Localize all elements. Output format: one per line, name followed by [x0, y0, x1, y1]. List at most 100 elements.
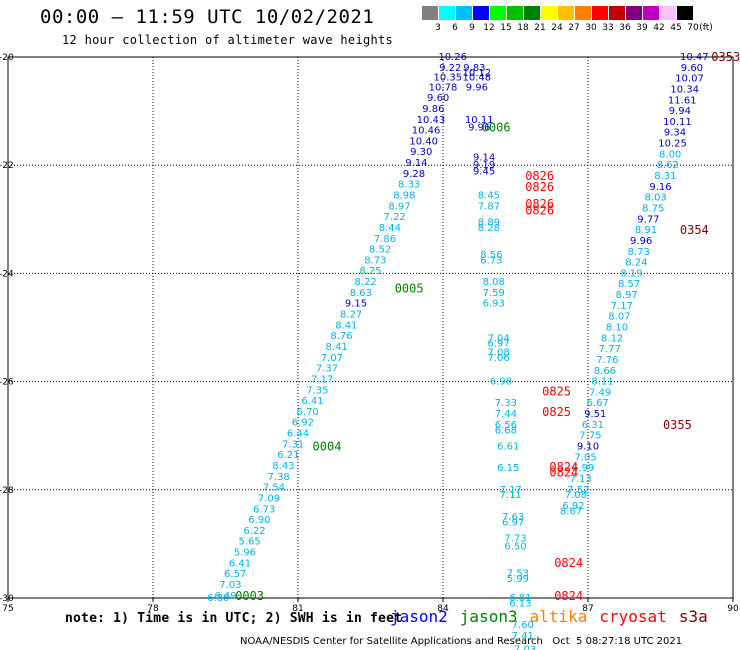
wave-height-label: 6.92	[292, 418, 314, 429]
wave-height-label: 6.50	[504, 542, 526, 553]
wave-height-label: 8.07	[608, 312, 630, 323]
wave-height-label: 8.45	[478, 190, 500, 201]
wave-height-label: 6.41	[229, 558, 251, 569]
wave-height-label: 7.03	[219, 580, 241, 591]
wave-height-label: 7.09	[258, 493, 280, 504]
scale-label: 12	[483, 23, 495, 33]
time-marker-label: 0824	[549, 465, 578, 479]
wave-height-label: 7.75	[579, 431, 601, 442]
scale-unit: (ft)	[699, 23, 713, 33]
scale-label: 18	[517, 23, 529, 33]
time-marker-label: 0825	[542, 384, 571, 398]
time-marker-label: 0826	[525, 180, 554, 194]
wave-height-label: 6.67	[587, 398, 609, 409]
scale-label: 30	[585, 23, 597, 33]
time-marker-label: 0354	[680, 223, 709, 237]
wave-height-label: 9.15	[345, 299, 367, 310]
scale-swatch	[677, 6, 693, 20]
scale-swatch	[592, 6, 608, 20]
wave-height-label: 6.44	[287, 429, 309, 440]
x-tick-label: 75	[2, 604, 13, 614]
page-title: 00:00 – 11:59 UTC 10/02/2021	[40, 6, 375, 28]
wave-height-label: 6.15	[497, 463, 519, 474]
scale-label: 70	[687, 23, 699, 33]
time-marker-label: 0355	[663, 418, 692, 432]
wave-height-label: 8.41	[326, 342, 348, 353]
wave-height-label: 9.60	[681, 63, 703, 74]
wave-height-label: 9.10	[577, 442, 599, 453]
satellite-legend: jason2 jason3 altika cryosat s3a	[390, 607, 720, 626]
wave-height-label: 10.34	[670, 84, 699, 95]
scale-label: 6	[452, 23, 458, 33]
wave-height-label: 11.61	[668, 95, 697, 106]
scale-swatch	[660, 6, 676, 20]
wave-height-label: 8.28	[478, 223, 500, 234]
scale-swatch	[575, 6, 591, 20]
y-tick-label: -22	[0, 161, 14, 171]
scale-swatch	[439, 6, 455, 20]
wave-height-label: 9.94	[669, 106, 691, 117]
wave-height-label: 7.17	[500, 485, 522, 496]
wave-height-label: 10.07	[675, 74, 704, 85]
wave-height-label: 10.46	[412, 126, 441, 137]
wave-height-label: 7.86	[374, 234, 396, 245]
wave-height-label: 7.44	[495, 409, 517, 420]
wave-height-label: 6.68	[495, 425, 517, 436]
wave-height-label: 7.22	[384, 212, 406, 223]
wave-height-label: 9.28	[403, 169, 425, 180]
wave-height-label: 7.06	[487, 353, 509, 364]
time-marker-label: 0004	[313, 440, 342, 454]
scale-swatch	[541, 6, 557, 20]
wave-height-label: 6.97	[487, 339, 509, 350]
wave-height-label: 8.25	[359, 266, 381, 277]
wave-height-label: 8.43	[272, 461, 294, 472]
x-tick-label: 84	[437, 604, 449, 614]
wave-height-label: 6.21	[277, 450, 299, 461]
wave-height-label: 7.31	[282, 439, 304, 450]
wave-height-label: 9.16	[649, 182, 671, 193]
wave-height-label: 10.48	[463, 73, 492, 84]
wave-height-label: 8.11	[591, 377, 613, 388]
wave-height-label: 6.99	[572, 463, 594, 474]
wave-height-label: 8.10	[606, 323, 628, 334]
scale-label: 45	[670, 23, 682, 33]
wave-height-label: 9.14	[405, 158, 427, 169]
wave-height-label: 8.12	[601, 333, 623, 344]
wave-height-label: 8.22	[355, 277, 377, 288]
wave-height-label: 8.57	[618, 279, 640, 290]
wave-height-label: 9.14	[473, 153, 495, 164]
wave-height-label: 8.73	[628, 247, 650, 258]
page-subtitle: 12 hour collection of altimeter wave hei…	[62, 33, 394, 47]
wave-height-label: 7.07	[321, 353, 343, 364]
wave-height-label: 7.76	[596, 355, 618, 366]
wave-height-label: 8.66	[594, 366, 616, 377]
wave-height-label: 8.33	[398, 180, 420, 191]
x-tick-label: 90	[727, 604, 739, 614]
scale-swatch	[473, 6, 489, 20]
y-tick-label: -26	[0, 378, 14, 388]
wave-height-label: 8.97	[388, 201, 410, 212]
wave-height-label: 8.89	[478, 218, 500, 229]
time-marker-label: 0353	[711, 50, 740, 64]
scale-swatch	[456, 6, 472, 20]
wave-height-label: 9.45	[473, 167, 495, 178]
wave-height-label: 8.08	[483, 277, 505, 288]
legend-jason3: jason3	[459, 607, 518, 626]
wave-height-label: 7.17	[311, 374, 333, 385]
wave-height-label: 7.33	[495, 398, 517, 409]
wave-height-label: 6.61	[497, 442, 519, 453]
scale-label: 27	[568, 23, 580, 33]
wave-height-label: 7.38	[268, 472, 290, 483]
wave-height-label: 9.60	[427, 93, 449, 104]
y-tick-label: -20	[0, 53, 14, 63]
wave-height-label: 8.44	[379, 223, 401, 234]
scale-swatch	[490, 6, 506, 20]
time-marker-label: 0825	[542, 405, 571, 419]
wave-height-label: 6.97	[502, 517, 524, 528]
scale-swatch	[524, 6, 540, 20]
plot-frame	[7, 56, 734, 599]
wave-height-label: 6.81	[509, 593, 531, 604]
time-marker-label: 0824	[554, 556, 583, 570]
wave-height-label: 7.77	[599, 344, 621, 355]
scale-swatch	[507, 6, 523, 20]
